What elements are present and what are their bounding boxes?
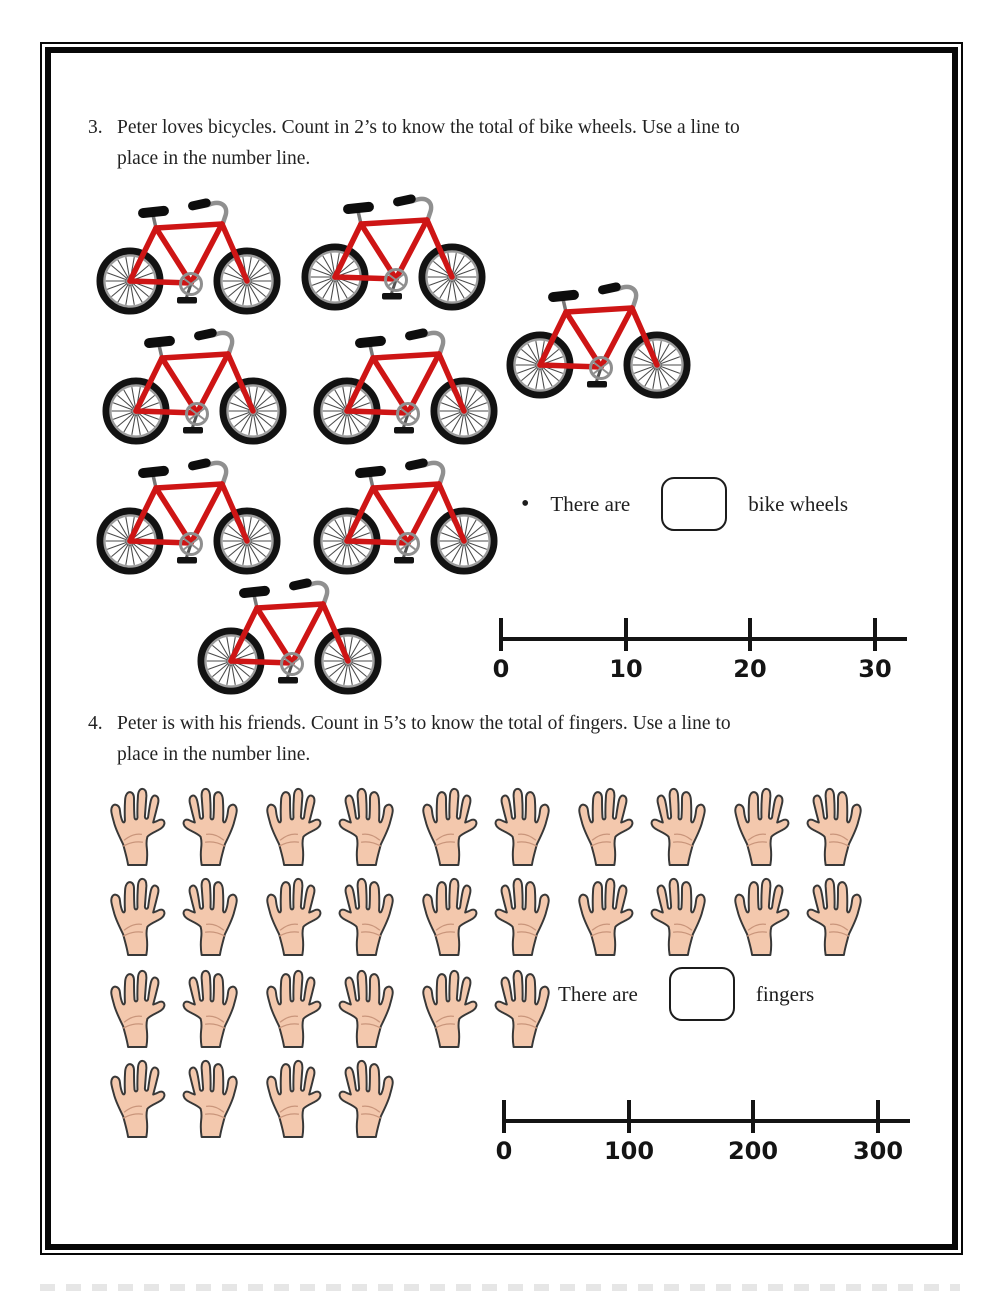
number-line-tick-label: 200: [727, 1137, 779, 1165]
number-line-3: 0 10 20 30: [493, 618, 907, 688]
number-line-tick: [627, 1100, 631, 1133]
hand-row-3: [104, 963, 556, 1048]
number-line-tick-label: 300: [852, 1137, 904, 1165]
problem-4-statement: 4. Peter is with his friends. Count in 5…: [88, 708, 907, 770]
number-line-tick-label: 0: [495, 1137, 513, 1165]
hand-image: [260, 781, 322, 866]
hand-image: [416, 963, 478, 1048]
number-line-tick: [502, 1100, 506, 1133]
hand-image: [728, 871, 790, 956]
problem-3-statement: 3. Peter loves bicycles. Count in 2’s to…: [88, 112, 907, 174]
hand-image: [104, 871, 166, 956]
bicycle-image: [310, 327, 502, 449]
number-line-tick: [751, 1100, 755, 1133]
hand-image: [104, 1053, 166, 1138]
hand-image: [572, 781, 634, 866]
problem-3-number: 3.: [88, 117, 103, 138]
number-line-tick-label: 0: [492, 655, 510, 683]
hand-image: [650, 781, 712, 866]
number-line-tick-label: 10: [609, 655, 643, 683]
hand-image: [494, 781, 556, 866]
hand-image: [260, 963, 322, 1048]
hand-image: [260, 871, 322, 956]
cutoff-text-strip: [40, 1284, 960, 1291]
hand-image: [182, 963, 244, 1048]
bullet-icon: •: [521, 491, 530, 517]
hand-image: [806, 781, 868, 866]
hand-image: [416, 871, 478, 956]
hand-image: [338, 1053, 400, 1138]
hand-image: [572, 871, 634, 956]
hand-image: [338, 781, 400, 866]
hand-image: [416, 781, 478, 866]
bicycle-image: [194, 577, 386, 699]
number-line-bar: [504, 1119, 910, 1123]
hand-image: [338, 871, 400, 956]
hand-image: [728, 781, 790, 866]
number-line-tick-label: 20: [733, 655, 767, 683]
hand-image: [182, 781, 244, 866]
hand-image: [104, 781, 166, 866]
hand-image: [182, 871, 244, 956]
answer-row-fingers: There are fingers: [558, 965, 814, 1023]
hand-row-1: [104, 781, 868, 866]
answer-suffix-text: bike wheels: [748, 491, 848, 516]
bicycle-image: [503, 281, 695, 403]
hand-row-4: [104, 1053, 400, 1138]
fingers-answer-box[interactable]: [668, 967, 735, 1021]
number-line-tick-label: 100: [603, 1137, 655, 1165]
number-line-tick: [876, 1100, 880, 1133]
hand-row-2: [104, 871, 868, 956]
number-line-tick: [748, 618, 752, 651]
number-line-tick: [499, 618, 503, 651]
bicycle-image: [93, 457, 285, 579]
problem-4-text-line1: Peter is with his friends. Count in 5’s …: [117, 713, 731, 734]
answer-prefix-text: There are: [550, 491, 631, 516]
problem-4-text-line2: place in the number line.: [117, 744, 311, 765]
bicycle-image: [310, 457, 502, 579]
hand-image: [650, 871, 712, 956]
problem-4-number: 4.: [88, 713, 103, 734]
bike-wheels-answer-box[interactable]: [661, 477, 728, 531]
hand-image: [494, 963, 556, 1048]
number-line-tick: [873, 618, 877, 651]
answer-prefix-text: There are: [558, 981, 638, 1006]
bicycle-image: [93, 197, 285, 319]
hand-image: [104, 963, 166, 1048]
problem-3-text-line2: place in the number line.: [117, 148, 311, 169]
hand-image: [260, 1053, 322, 1138]
hand-image: [494, 871, 556, 956]
bicycle-image: [99, 327, 291, 449]
hand-image: [338, 963, 400, 1048]
number-line-bar: [501, 637, 907, 641]
number-line-tick: [624, 618, 628, 651]
number-line-4: 0 100 200 300: [496, 1100, 910, 1170]
answer-suffix-text: fingers: [755, 981, 815, 1006]
hand-image: [806, 871, 868, 956]
number-line-tick-label: 30: [858, 655, 892, 683]
hand-image: [182, 1053, 244, 1138]
answer-row-bike-wheels: • There are bike wheels: [521, 475, 848, 533]
problem-3-text-line1: Peter loves bicycles. Count in 2’s to kn…: [117, 117, 740, 138]
bicycle-image: [298, 193, 490, 315]
